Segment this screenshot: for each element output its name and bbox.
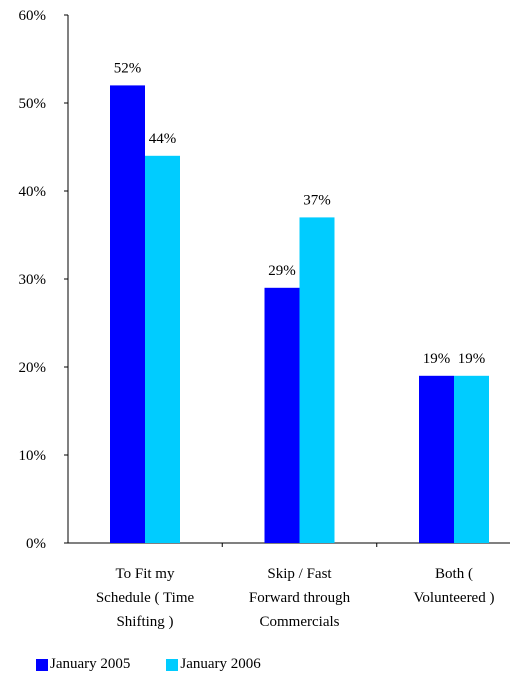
y-tick-label: 0% xyxy=(26,536,46,552)
legend-swatch-series-2 xyxy=(166,658,179,671)
legend-label-series-2: January 2006 xyxy=(180,656,261,672)
x-category-label-line: Volunteered ) xyxy=(414,590,495,606)
y-tick-label: 40% xyxy=(19,184,47,200)
x-category-label: Skip / Fast Forward through Commercials xyxy=(249,566,351,630)
bar-chart: 0% 10% 20% 30% 40% 50% 60% 52% 44% To Fit my Sche… xyxy=(19,8,510,630)
bar xyxy=(145,155,180,544)
x-category-label-line: Forward through xyxy=(249,590,351,606)
data-label: 19% xyxy=(423,351,451,367)
bar xyxy=(264,287,300,543)
bar xyxy=(110,85,145,544)
y-tick-label: 20% xyxy=(19,360,47,376)
y-tick-label: 60% xyxy=(19,8,47,24)
x-category-label: Both ( Volunteered ) xyxy=(414,566,495,606)
x-category-label-line: Schedule ( Time xyxy=(96,590,195,606)
legend-item-series-1: January 2005 xyxy=(36,656,130,673)
bar xyxy=(299,217,335,543)
legend: January 2005 January 2006 xyxy=(36,656,297,673)
legend-label-series-1: January 2005 xyxy=(50,656,131,672)
labels: 52% 44% To Fit my Schedule ( Time Shifting )… xyxy=(96,60,495,630)
y-tick-label: 10% xyxy=(19,448,47,464)
bars xyxy=(110,85,489,544)
legend-item-series-2: January 2006 xyxy=(166,656,261,673)
x-category-label-line: Skip / Fast xyxy=(267,566,332,582)
x-category-label-line: Both ( xyxy=(435,566,473,582)
bar xyxy=(454,375,489,543)
y-tick-label: 30% xyxy=(19,272,47,288)
bar xyxy=(419,375,454,543)
x-category-label-line: Commercials xyxy=(260,614,340,630)
data-label: 37% xyxy=(303,192,331,208)
legend-swatch-series-1 xyxy=(36,658,48,671)
data-label: 19% xyxy=(458,351,486,367)
data-label: 52% xyxy=(114,60,142,76)
x-category-label-line: To Fit my xyxy=(116,566,175,582)
x-category-label: To Fit my Schedule ( Time Shifting ) xyxy=(96,566,195,630)
x-category-label-line: Shifting ) xyxy=(116,614,173,630)
data-label: 29% xyxy=(268,263,296,279)
y-tick-label: 50% xyxy=(19,96,47,112)
data-label: 44% xyxy=(149,131,177,147)
